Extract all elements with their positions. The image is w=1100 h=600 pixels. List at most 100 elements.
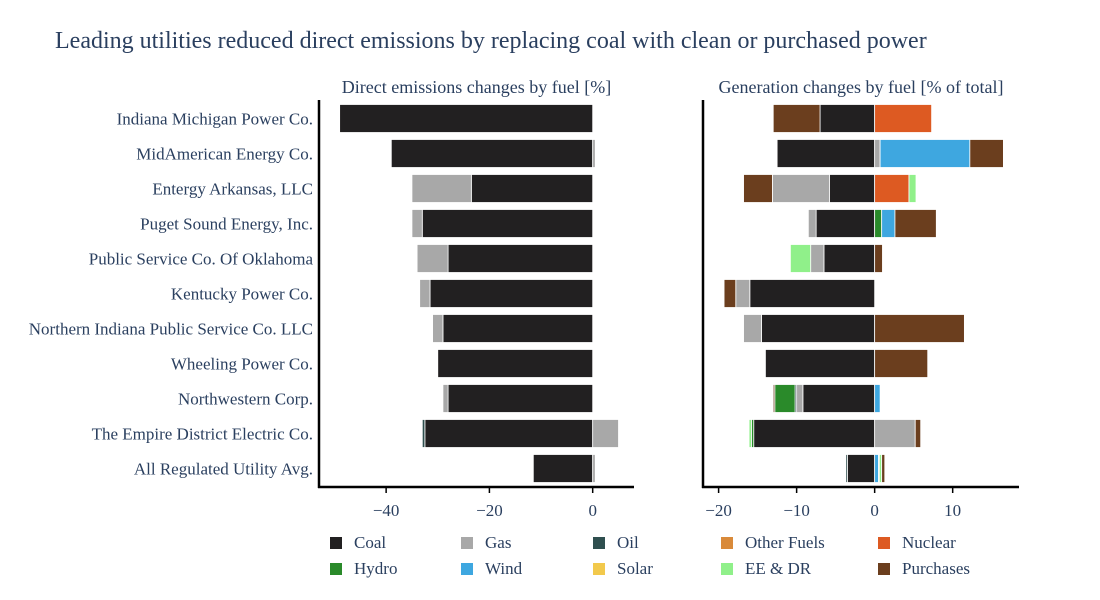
bar-coal [390, 139, 594, 168]
legend-item-wind[interactable]: Wind [461, 559, 522, 579]
bar-gas [411, 209, 423, 238]
legend-label: Hydro [354, 559, 398, 578]
bar-wind [881, 209, 896, 238]
panel-title: Direct emissions changes by fuel [%] [342, 77, 611, 97]
bar-ee-and-dr [908, 174, 917, 203]
bar-oil [845, 454, 848, 483]
bar-purchases [723, 279, 737, 308]
bar-coal [447, 384, 594, 413]
legend-item-purchases[interactable]: Purchases [878, 559, 970, 579]
bar-coal [776, 139, 876, 168]
bar-gas [411, 174, 472, 203]
bar-nuclear [874, 104, 933, 133]
legend-swatch [593, 563, 605, 575]
bar-gas [432, 314, 444, 343]
bar-gas [743, 314, 762, 343]
bar-ee-and-dr [748, 419, 752, 448]
bar-coal [442, 314, 594, 343]
legend-item-gas[interactable]: Gas [461, 533, 511, 553]
bar-coal [823, 244, 876, 273]
bar-coal [802, 384, 876, 413]
legend-swatch [878, 563, 890, 575]
bar-purchases [874, 314, 965, 343]
bar-gas [807, 209, 817, 238]
category-label: Indiana Michigan Power Co. [117, 110, 313, 129]
legend-label: Oil [617, 533, 639, 552]
bar-wind [874, 454, 879, 483]
bar-purchases [969, 139, 1004, 168]
legend-swatch [721, 537, 733, 549]
bar-coal [829, 174, 876, 203]
legend-item-oil[interactable]: Oil [593, 533, 639, 553]
x-tick-label: −40 [373, 501, 400, 520]
bar-purchases [874, 244, 883, 273]
legend-swatch [461, 563, 473, 575]
category-label: Northwestern Corp. [178, 390, 313, 409]
category-label: Puget Sound Energy, Inc. [140, 215, 313, 234]
category-label: All Regulated Utility Avg. [134, 460, 313, 479]
x-tick-label: 0 [588, 501, 597, 520]
legend-label: Gas [485, 533, 512, 552]
category-label: Northern Indiana Public Service Co. LLC [29, 320, 313, 339]
bar-hydro [774, 384, 796, 413]
legend-label: Wind [485, 559, 523, 578]
bar-wind [874, 384, 881, 413]
bar-coal [819, 104, 876, 133]
legend-label: Coal [354, 533, 387, 552]
bar-gas [592, 139, 596, 168]
bar-oil [421, 419, 426, 448]
bar-coal [424, 419, 594, 448]
bar-purchases [772, 104, 821, 133]
bar-gas [592, 454, 596, 483]
legend-item-other-fuels[interactable]: Other Fuels [721, 533, 825, 553]
bar-purchases [772, 384, 776, 413]
bar-coal [429, 279, 594, 308]
bar-coal [846, 454, 876, 483]
bar-coal [749, 279, 876, 308]
bar-gas [735, 279, 751, 308]
legend-swatch [721, 563, 733, 575]
bar-coal [447, 244, 594, 273]
legend-swatch [878, 537, 890, 549]
legend-label: EE & DR [745, 559, 812, 578]
x-tick-label: −20 [705, 501, 732, 520]
category-label: Wheeling Power Co. [171, 355, 313, 374]
bar-coal [532, 454, 594, 483]
legend-swatch [593, 537, 605, 549]
bar-coal [421, 209, 594, 238]
legend-label: Nuclear [902, 533, 956, 552]
bar-wind [879, 139, 971, 168]
bar-gas [442, 384, 449, 413]
bar-nuclear [874, 174, 910, 203]
bar-purchases [743, 174, 773, 203]
legend-label: Solar [617, 559, 653, 578]
bar-gas [772, 174, 830, 203]
bar-coal [761, 314, 876, 343]
legend-item-solar[interactable]: Solar [593, 559, 653, 579]
category-label: Entergy Arkansas, LLC [152, 180, 313, 199]
category-label: The Empire District Electric Co. [92, 425, 313, 444]
bar-gas [796, 384, 804, 413]
legend-label: Purchases [902, 559, 970, 578]
bar-hydro [874, 209, 883, 238]
legend-item-hydro[interactable]: Hydro [330, 559, 397, 579]
x-tick-label: −10 [783, 501, 810, 520]
legend-swatch [330, 563, 342, 575]
panel-title: Generation changes by fuel [% of total] [719, 77, 1004, 97]
x-tick-label: 0 [870, 501, 879, 520]
bar-purchases [874, 349, 929, 378]
x-tick-label: −20 [476, 501, 503, 520]
legend-item-nuclear[interactable]: Nuclear [878, 533, 956, 553]
bar-coal [753, 419, 876, 448]
legend-item-ee-and-dr[interactable]: EE & DR [721, 559, 811, 579]
bar-ee-and-dr [789, 244, 812, 273]
bar-gas [874, 419, 916, 448]
bar-gas [810, 244, 825, 273]
bar-gas [416, 244, 449, 273]
category-label: MidAmerican Energy Co. [136, 145, 313, 164]
bar-gas [592, 419, 619, 448]
chart-canvas: Direct emissions changes by fuel [%] Indi… [29, 77, 1019, 520]
bar-coal [437, 349, 594, 378]
legend-item-coal[interactable]: Coal [330, 533, 386, 553]
bar-purchases [914, 419, 922, 448]
